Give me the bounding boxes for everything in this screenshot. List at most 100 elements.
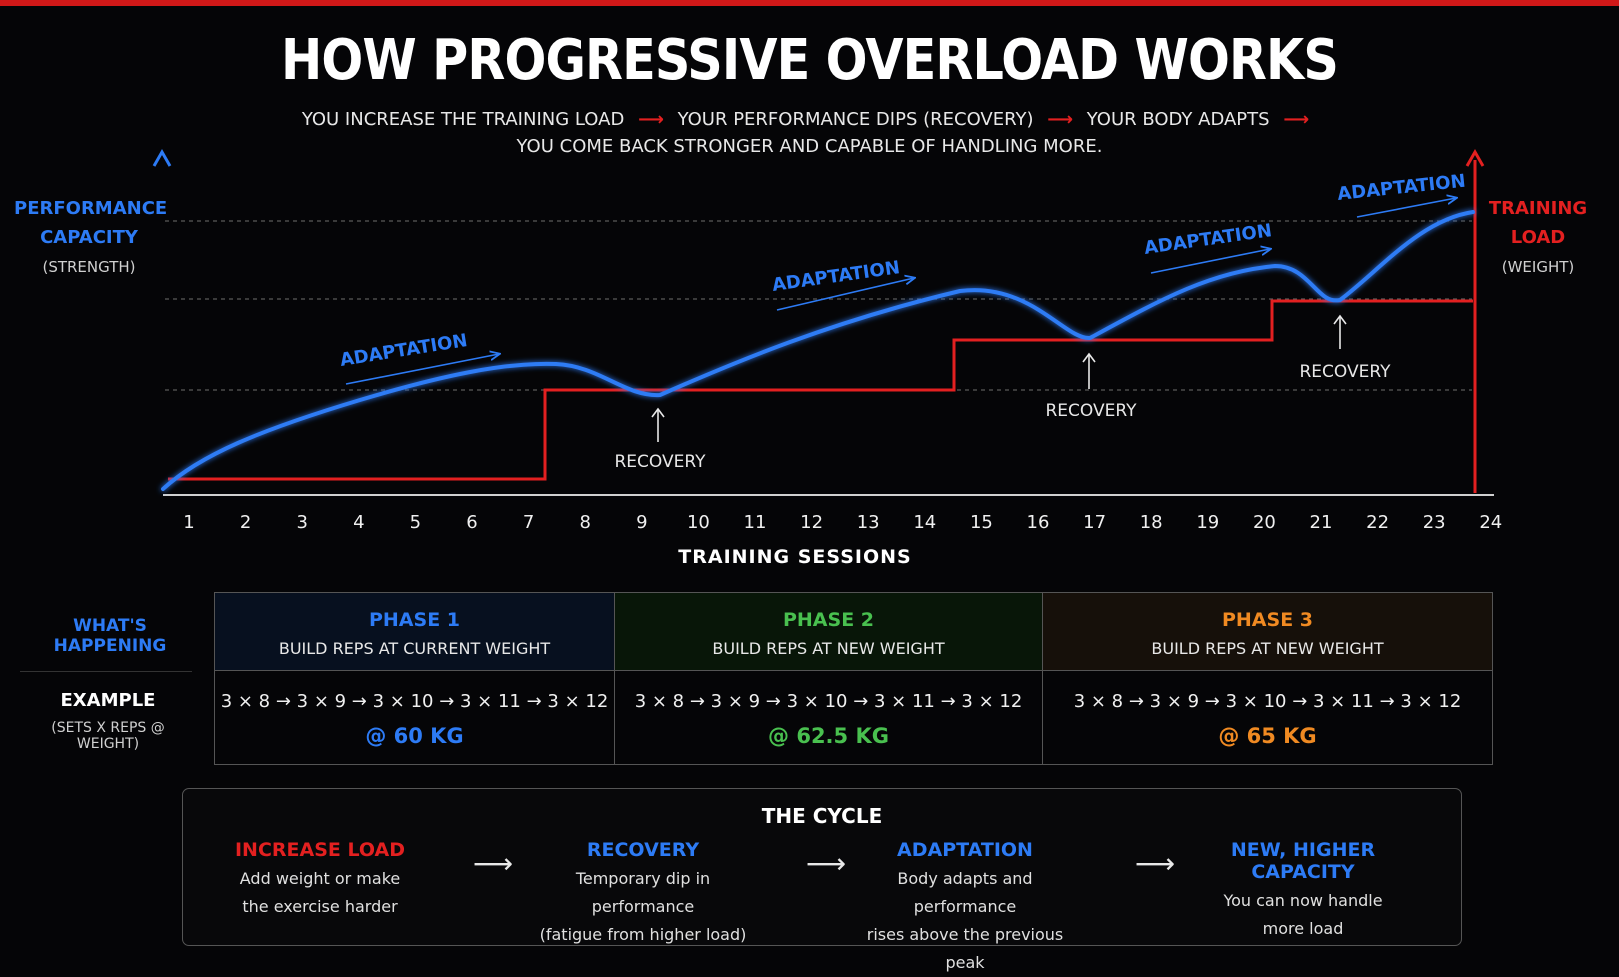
cycle-step-desc-line: (fatigue from higher load)	[539, 925, 747, 944]
x-tick-label: 17	[1083, 512, 1106, 533]
x-tick-label: 20	[1253, 512, 1276, 533]
cycle-step-desc-line: the exercise harder	[242, 897, 398, 916]
x-tick-label: 4	[353, 512, 364, 533]
x-tick-label: 8	[579, 512, 590, 533]
phase-1-desc: BUILD REPS AT CURRENT WEIGHT	[278, 639, 551, 658]
phase-3-example: 3 × 8 → 3 × 9 → 3 × 10 → 3 × 11 → 3 × 12…	[1043, 671, 1492, 764]
cycle-step-title: ADAPTATION	[897, 839, 1033, 861]
phase-3-title: PHASE 3	[1221, 609, 1314, 631]
right-axis-title-2: LOAD	[1510, 227, 1566, 248]
row-label-whats-happening: WHAT'S HAPPENING	[20, 616, 200, 656]
phase-3-desc: BUILD REPS AT NEW WEIGHT	[1151, 639, 1384, 658]
x-tick-labels: 1 2 3 4 5 6 7 8 9 10 11 12 13 14 15 16 17 18 19 20 21 22 23 24	[183, 512, 1502, 533]
phase-2-example-sets: 3 × 8 → 3 × 9 → 3 × 10 → 3 × 11 → 3 × 12	[634, 691, 1023, 712]
right-axis-title-1: TRAINING	[1488, 198, 1588, 219]
top-accent-bar	[0, 0, 1619, 6]
phase-1-title: PHASE 1	[368, 609, 461, 631]
cycle-step-desc-line: Temporary dip in performance	[575, 869, 711, 916]
x-tick-label: 5	[410, 512, 421, 533]
x-tick-label: 1	[183, 512, 194, 533]
arrow-icon: ⟶	[638, 109, 664, 130]
x-tick-label: 14	[913, 512, 936, 533]
performance-capacity-curve	[161, 210, 1475, 491]
subtitle-part-1: YOU INCREASE THE TRAINING LOAD	[301, 109, 625, 130]
left-axis-title-2: CAPACITY	[40, 227, 138, 248]
x-tick-label: 15	[970, 512, 993, 533]
adaptation-arrow-icon	[1150, 249, 1270, 274]
x-tick-label: 11	[744, 512, 767, 533]
x-axis-title: TRAINING SESSIONS	[678, 546, 912, 568]
cycle-step-desc: Temporary dip in performance (fatigue fr…	[523, 865, 763, 949]
cycle-step-desc-line: Add weight or make	[239, 869, 401, 888]
x-tick-label: 13	[857, 512, 880, 533]
adaptation-label: ADAPTATION	[1143, 220, 1273, 259]
cycle-step-desc: You can now handle more load	[1183, 887, 1423, 943]
x-tick-label: 12	[800, 512, 823, 533]
subtitle: YOU INCREASE THE TRAINING LOAD ⟶ YOUR PE…	[0, 106, 1619, 160]
x-tick-label: 16	[1027, 512, 1050, 533]
right-axis-sub: (WEIGHT)	[1501, 258, 1575, 276]
phase-3-weight: @ 65 KG	[1218, 724, 1317, 748]
recovery-marker: RECOVERY	[615, 407, 707, 472]
phase-2-weight: @ 62.5 KG	[768, 724, 889, 748]
phase-1-example-sets: 3 × 8 → 3 × 9 → 3 × 10 → 3 × 11 → 3 × 12	[220, 691, 609, 712]
left-axis-title-1: PERFORMANCE	[14, 198, 168, 219]
row-divider	[20, 671, 192, 672]
x-tick-label: 21	[1310, 512, 1333, 533]
right-axis-label: TRAINING LOAD (WEIGHT)	[1468, 194, 1608, 282]
subtitle-part-2: YOUR PERFORMANCE DIPS (RECOVERY)	[677, 109, 1034, 130]
right-axis-arrow-icon	[1465, 148, 1485, 167]
cycle-step-desc-line: more load	[1262, 919, 1344, 938]
x-tick-label: 6	[466, 512, 477, 533]
phase-2-example: 3 × 8 → 3 × 9 → 3 × 10 → 3 × 11 → 3 × 12…	[615, 671, 1043, 764]
row-label-example-sub: (SETS X REPS @ WEIGHT)	[51, 720, 165, 752]
phase-1-header: PHASE 1 BUILD REPS AT CURRENT WEIGHT	[215, 593, 615, 671]
x-tick-label: 24	[1479, 512, 1502, 533]
recovery-label: RECOVERY	[615, 452, 707, 472]
phase-3-header: PHASE 3 BUILD REPS AT NEW WEIGHT	[1043, 593, 1492, 671]
cycle-step-title: INCREASE LOAD	[234, 839, 406, 861]
cycle-step-desc-line: Body adapts and performance	[897, 869, 1033, 916]
cycle-step-new-capacity: NEW, HIGHER CAPACITY You can now handle …	[1183, 839, 1423, 943]
cycle-arrow-icon: ⟶	[1135, 847, 1176, 880]
adaptation-label: ADAPTATION	[771, 257, 901, 296]
cycle-step-desc-line: rises above the previous peak	[866, 925, 1064, 972]
row-label-example-text: EXAMPLE	[60, 690, 156, 711]
cycle-step-recovery: RECOVERY Temporary dip in performance (f…	[523, 839, 763, 949]
phase-2-header: PHASE 2 BUILD REPS AT NEW WEIGHT	[615, 593, 1043, 671]
row-label-example: EXAMPLE (SETS X REPS @ WEIGHT)	[18, 690, 198, 752]
recovery-marker: RECOVERY	[1300, 314, 1392, 382]
x-tick-label: 23	[1423, 512, 1446, 533]
phase-1-example: 3 × 8 → 3 × 9 → 3 × 10 → 3 × 11 → 3 × 12…	[215, 671, 615, 764]
cycle-step-title: RECOVERY	[586, 839, 700, 861]
adaptation-arrow-icon	[345, 354, 499, 385]
phase-table: PHASE 1 BUILD REPS AT CURRENT WEIGHT PHA…	[214, 592, 1493, 765]
left-axis-sub: (STRENGTH)	[42, 258, 136, 276]
x-tick-label: 10	[687, 512, 710, 533]
subtitle-part-3: YOUR BODY ADAPTS	[1086, 109, 1270, 130]
adaptation-label: ADAPTATION	[338, 330, 468, 371]
left-axis-label: PERFORMANCE CAPACITY (STRENGTH)	[14, 194, 168, 282]
phase-2-title: PHASE 2	[782, 609, 875, 631]
recovery-label: RECOVERY	[1046, 401, 1138, 421]
left-axis-arrow-icon	[152, 148, 172, 167]
arrow-icon: ⟶	[1047, 109, 1074, 130]
x-tick-label: 2	[240, 512, 251, 533]
recovery-label: RECOVERY	[1300, 362, 1392, 382]
x-tick-label: 7	[523, 512, 534, 533]
arrow-icon: ⟶	[1283, 109, 1310, 130]
phase-2-desc: BUILD REPS AT NEW WEIGHT	[712, 639, 945, 658]
cycle-step-adaptation: ADAPTATION Body adapts and performance r…	[845, 839, 1085, 977]
phase-1-weight: @ 60 KG	[365, 724, 464, 748]
x-tick-label: 3	[296, 512, 307, 533]
page-title: HOW PROGRESSIVE OVERLOAD WORKS	[281, 28, 1339, 93]
cycle-step-desc: Body adapts and performance rises above …	[845, 865, 1085, 977]
adaptation-arrow-icon	[1356, 198, 1456, 218]
cycle-arrow-icon: ⟶	[806, 847, 847, 880]
x-tick-label: 18	[1140, 512, 1163, 533]
subtitle-line-1: YOU INCREASE THE TRAINING LOAD ⟶ YOUR PE…	[0, 106, 1619, 133]
cycle-step-desc-line: You can now handle	[1223, 891, 1383, 910]
subtitle-line-2: YOU COME BACK STRONGER AND CAPABLE OF HA…	[516, 136, 1103, 157]
cycle-title: THE CYCLE	[761, 804, 883, 828]
cycle-arrow-icon: ⟶	[473, 847, 514, 880]
